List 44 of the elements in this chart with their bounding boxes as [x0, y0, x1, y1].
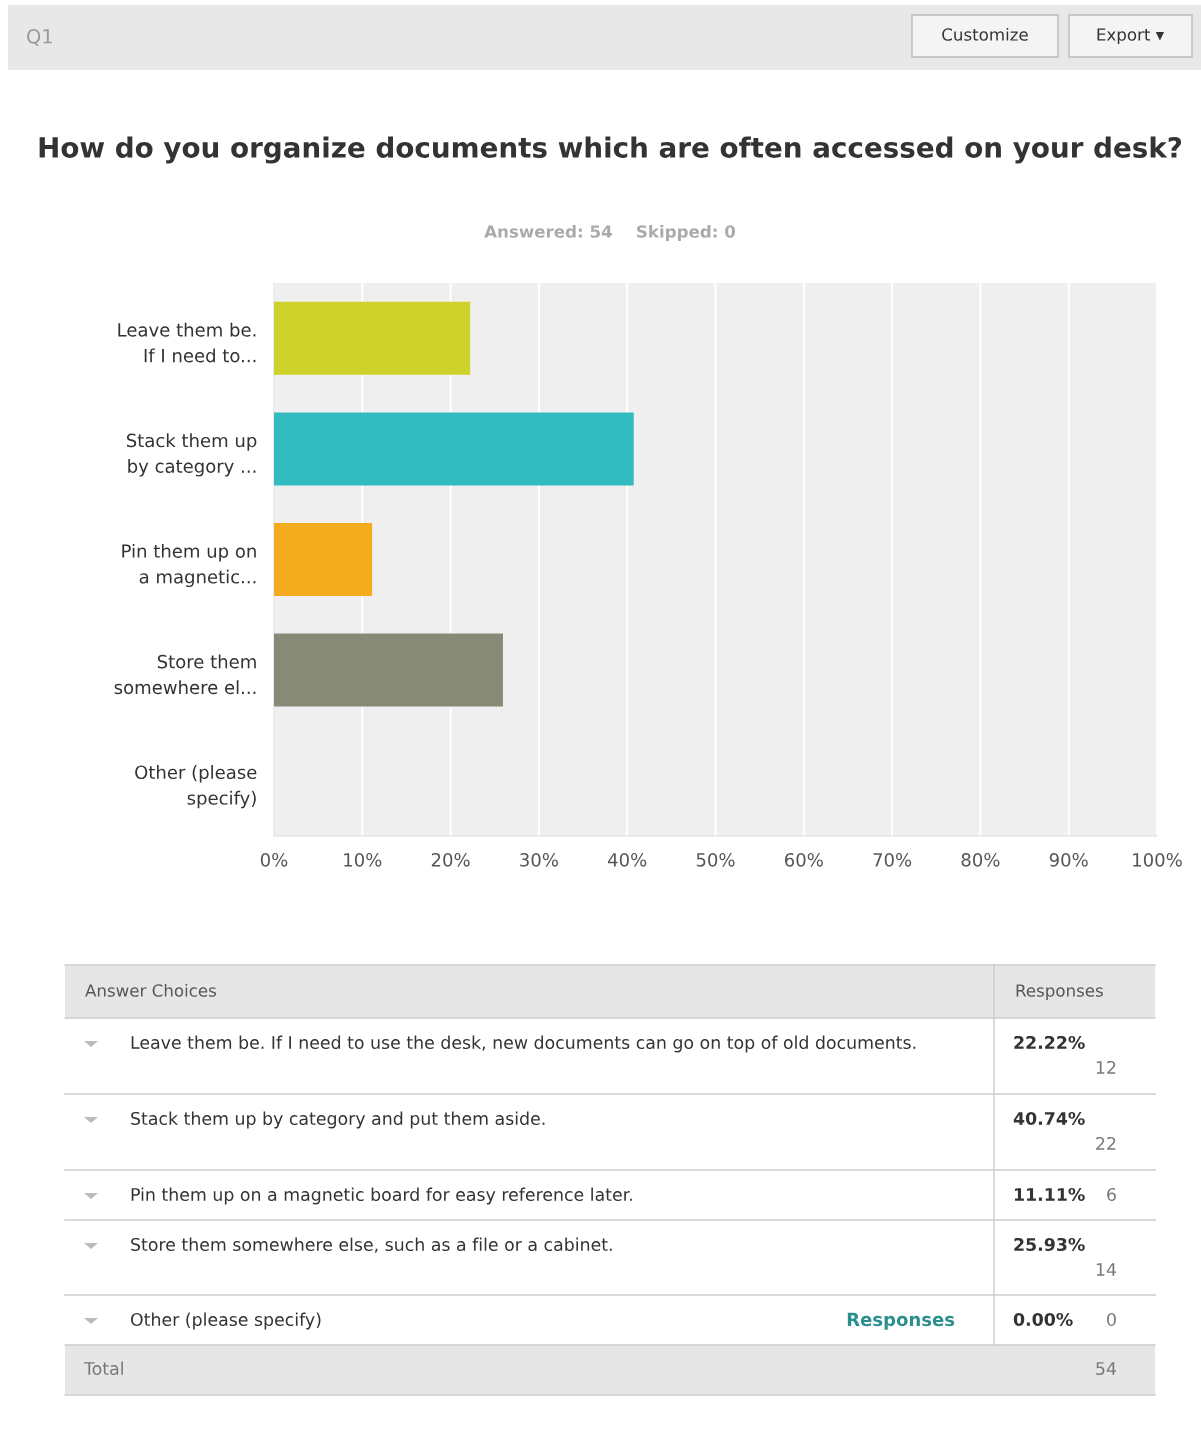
- text: Responses: [847, 1312, 955, 1330]
- text: Responses: [1016, 984, 1103, 1001]
- chart-subtitle: Answered: 54 Skipped: 0: [484, 224, 736, 242]
- text: 54: [1096, 1362, 1117, 1376]
- y-tick-label: Stack them up by category ...: [126, 433, 257, 477]
- x-tick-label: 80%: [961, 852, 1000, 867]
- chart-title: How do you organize documents which are often accessed on your desk?: [39, 136, 1182, 164]
- y-tick-label: Leave them be. If I need to...: [118, 322, 256, 363]
- text: Store them somewhere else, such as a file or a cabinet.: [131, 1237, 612, 1253]
- text: 0: [1107, 1312, 1116, 1327]
- x-tick-label: 20%: [431, 852, 470, 867]
- text: 6: [1107, 1187, 1116, 1202]
- text: Total: [83, 1361, 123, 1376]
- text: Export ▾: [1097, 28, 1165, 45]
- x-tick-label: 10%: [344, 852, 382, 867]
- x-tick-label: 0%: [260, 852, 288, 867]
- y-tick-label: Other (please specify): [135, 765, 257, 809]
- bar: [274, 301, 471, 375]
- bar: [274, 412, 634, 486]
- x-tick-label: 50%: [696, 852, 735, 867]
- text: 22.22%: [1014, 1035, 1085, 1050]
- text: Pin them up on a magnetic board for easy reference later.: [131, 1187, 632, 1205]
- text: 14: [1096, 1263, 1117, 1276]
- bar: [274, 633, 503, 707]
- text: 40.74%: [1013, 1111, 1085, 1126]
- bar: [274, 523, 373, 596]
- x-tick-label: 100%: [1133, 852, 1182, 867]
- x-tick-label: 30%: [520, 852, 558, 867]
- text: Leave them be. If I need to use the desk, new documents can go on top of old documents.: [131, 1035, 916, 1053]
- x-tick-label: 70%: [873, 852, 912, 867]
- text: 11.11%: [1014, 1187, 1085, 1202]
- text: 22: [1096, 1136, 1116, 1150]
- text: Q1: [27, 28, 52, 46]
- text: Answer Choices: [85, 983, 216, 997]
- y-tick-label: Pin them up on a magnetic...: [122, 543, 256, 588]
- x-tick-label: 60%: [785, 852, 823, 867]
- text: 25.93%: [1014, 1237, 1085, 1252]
- x-tick-label: 90%: [1049, 852, 1088, 867]
- text: 0.00%: [1013, 1312, 1073, 1327]
- text: Customize: [942, 27, 1028, 41]
- x-tick-label: 40%: [608, 852, 647, 867]
- text: 12: [1096, 1060, 1116, 1074]
- y-tick-label: Store them somewhere el...: [114, 654, 256, 695]
- text: Stack them up by category and put them aside.: [131, 1111, 545, 1129]
